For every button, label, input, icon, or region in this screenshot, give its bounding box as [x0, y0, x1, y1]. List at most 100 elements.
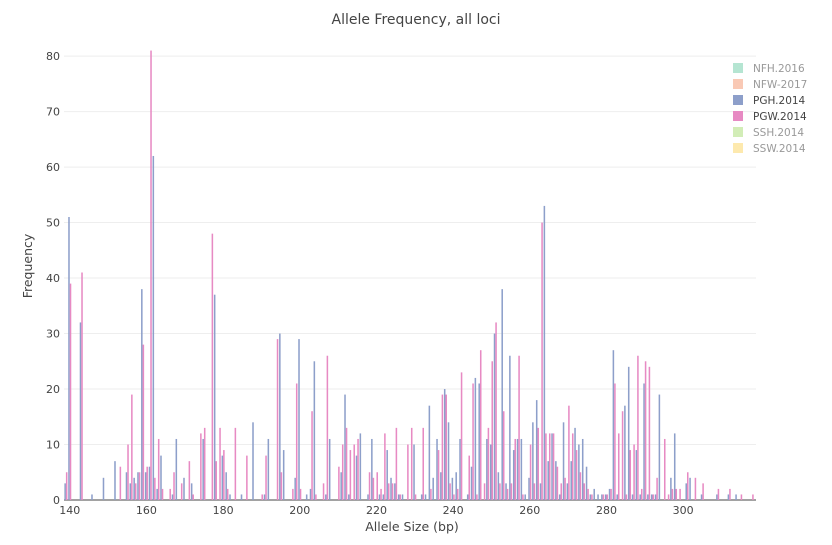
bar-pgh-2014[interactable]	[305, 494, 308, 500]
bar-pgh-2014[interactable]	[64, 483, 66, 500]
legend-item-nfh-2016[interactable]: NFH.2016	[733, 63, 805, 75]
bar-pgh-2014[interactable]	[566, 483, 569, 500]
bar-pgh-2014[interactable]	[570, 461, 572, 500]
bar-pgw-2014[interactable]	[372, 477, 375, 500]
bar-pgw-2014[interactable]	[514, 438, 517, 500]
bar-pgh-2014[interactable]	[68, 217, 70, 500]
bar-pgh-2014[interactable]	[512, 450, 515, 500]
bar-pgh-2014[interactable]	[355, 455, 358, 500]
bar-pgw-2014[interactable]	[529, 444, 532, 500]
bar-pgh-2014[interactable]	[581, 438, 584, 500]
bar-pgh-2014[interactable]	[325, 494, 327, 500]
bar-pgw-2014[interactable]	[702, 483, 704, 500]
bar-pgw-2014[interactable]	[518, 355, 520, 500]
bar-pgh-2014[interactable]	[129, 483, 132, 500]
bar-pgh-2014[interactable]	[309, 488, 312, 500]
bar-pgh-2014[interactable]	[532, 422, 534, 500]
bar-pgw-2014[interactable]	[453, 494, 455, 500]
bar-pgh-2014[interactable]	[394, 483, 396, 500]
bar-pgw-2014[interactable]	[472, 383, 474, 500]
bar-pgh-2014[interactable]	[294, 477, 296, 500]
bar-pgh-2014[interactable]	[543, 205, 546, 501]
bar-pgw-2014[interactable]	[276, 339, 279, 500]
legend-item-pgh-2014[interactable]: PGH.2014	[733, 95, 806, 107]
bar-pgh-2014[interactable]	[470, 466, 473, 500]
bar-pgh-2014[interactable]	[413, 444, 415, 500]
bar-pgh-2014[interactable]	[420, 494, 423, 500]
bar-pgw-2014[interactable]	[556, 466, 559, 500]
bar-pgw-2014[interactable]	[69, 283, 72, 500]
bar-pgh-2014[interactable]	[608, 488, 611, 500]
bar-pgw-2014[interactable]	[663, 438, 666, 500]
bar-pgw-2014[interactable]	[326, 355, 329, 500]
bar-pgw-2014[interactable]	[717, 488, 720, 500]
bar-pgh-2014[interactable]	[551, 433, 553, 500]
bar-pgh-2014[interactable]	[700, 494, 703, 500]
bar-pgh-2014[interactable]	[539, 483, 542, 500]
bar-pgw-2014[interactable]	[422, 427, 424, 500]
bar-pgh-2014[interactable]	[716, 494, 718, 500]
bar-pgh-2014[interactable]	[298, 339, 300, 500]
bar-pgh-2014[interactable]	[689, 477, 691, 500]
bar-pgw-2014[interactable]	[223, 450, 225, 500]
bar-pgh-2014[interactable]	[528, 477, 530, 500]
bar-pgh-2014[interactable]	[643, 383, 645, 500]
bar-pgw-2014[interactable]	[671, 488, 674, 500]
bar-pgw-2014[interactable]	[134, 483, 137, 500]
bar-pgh-2014[interactable]	[267, 438, 270, 500]
bar-pgw-2014[interactable]	[173, 472, 175, 500]
bar-pgw-2014[interactable]	[226, 488, 229, 500]
bar-pgw-2014[interactable]	[127, 444, 129, 500]
bar-pgw-2014[interactable]	[541, 222, 543, 500]
bar-pgh-2014[interactable]	[221, 455, 224, 500]
bar-pgh-2014[interactable]	[328, 438, 331, 500]
bar-pgw-2014[interactable]	[602, 494, 605, 500]
bar-pgh-2014[interactable]	[466, 494, 469, 500]
bar-pgw-2014[interactable]	[479, 350, 482, 500]
bar-pgh-2014[interactable]	[175, 438, 178, 500]
bar-pgh-2014[interactable]	[727, 494, 730, 500]
bar-pgw-2014[interactable]	[652, 494, 655, 500]
bar-pgh-2014[interactable]	[160, 455, 162, 500]
bar-pgw-2014[interactable]	[192, 494, 194, 500]
bar-pgh-2014[interactable]	[509, 355, 511, 500]
bar-pgh-2014[interactable]	[555, 461, 557, 500]
bar-pgh-2014[interactable]	[578, 444, 580, 500]
bar-pgw-2014[interactable]	[625, 494, 628, 500]
bar-pgw-2014[interactable]	[65, 472, 68, 500]
bar-pgh-2014[interactable]	[447, 422, 450, 500]
bar-pgh-2014[interactable]	[378, 494, 381, 500]
bar-pgw-2014[interactable]	[161, 488, 164, 500]
bar-pgw-2014[interactable]	[560, 483, 563, 500]
bar-pgh-2014[interactable]	[593, 488, 595, 500]
bar-pgw-2014[interactable]	[468, 455, 470, 500]
bar-pgh-2014[interactable]	[562, 422, 565, 500]
bar-pgw-2014[interactable]	[157, 438, 160, 500]
bar-pgw-2014[interactable]	[407, 444, 409, 500]
bar-pgh-2014[interactable]	[313, 361, 316, 500]
bar-pgw-2014[interactable]	[391, 483, 394, 500]
bar-pgw-2014[interactable]	[495, 322, 497, 500]
bar-pgw-2014[interactable]	[315, 494, 317, 500]
bar-pgh-2014[interactable]	[673, 433, 676, 500]
bar-pgw-2014[interactable]	[694, 477, 697, 500]
bar-pgw-2014[interactable]	[246, 455, 248, 500]
bar-pgw-2014[interactable]	[399, 494, 401, 500]
bar-pgh-2014[interactable]	[639, 494, 641, 500]
bar-pgh-2014[interactable]	[279, 333, 281, 500]
bar-pgw-2014[interactable]	[203, 427, 206, 500]
bar-pgw-2014[interactable]	[656, 477, 658, 500]
bar-pgh-2014[interactable]	[505, 483, 507, 500]
bar-pgw-2014[interactable]	[353, 444, 355, 500]
bar-pgh-2014[interactable]	[390, 477, 392, 500]
bar-pgh-2014[interactable]	[152, 155, 155, 500]
bar-pgh-2014[interactable]	[520, 438, 523, 500]
bar-pgh-2014[interactable]	[486, 438, 488, 500]
bar-pgw-2014[interactable]	[449, 483, 451, 500]
bar-pgh-2014[interactable]	[371, 438, 373, 500]
bar-pgw-2014[interactable]	[502, 411, 505, 500]
bar-pgh-2014[interactable]	[459, 438, 461, 500]
bar-pgh-2014[interactable]	[401, 494, 404, 500]
bar-pgw-2014[interactable]	[679, 488, 681, 500]
bar-pgh-2014[interactable]	[424, 494, 427, 500]
